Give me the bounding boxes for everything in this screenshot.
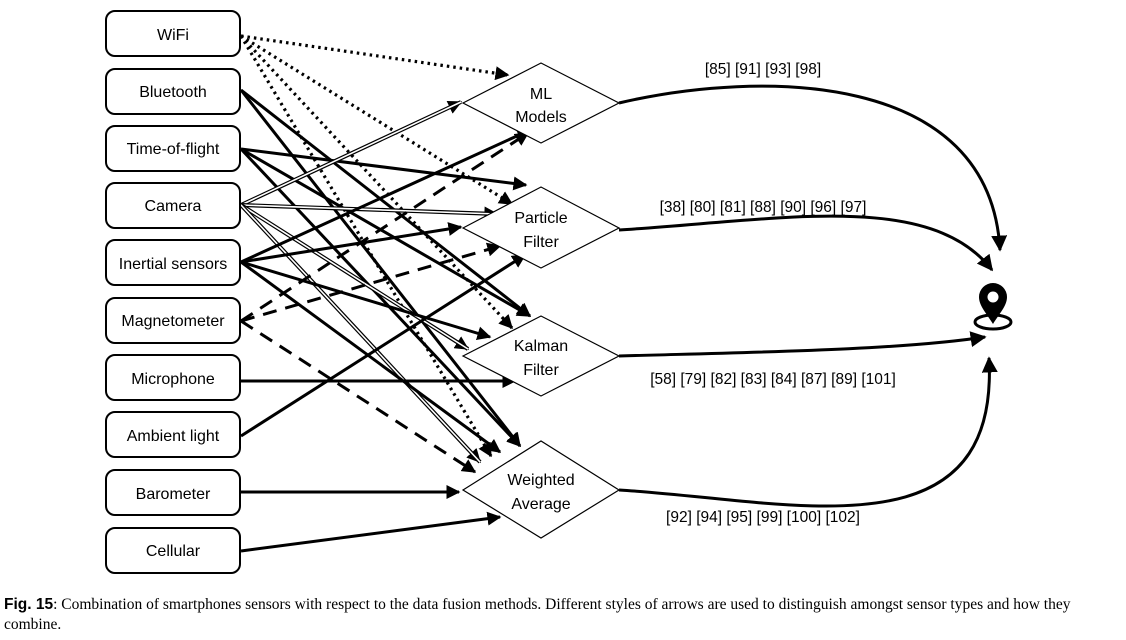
sensor-box-barometer: Barometer: [105, 469, 241, 516]
sensor-box-wifi: WiFi: [105, 10, 241, 57]
arrow-magnetometer-to-ml: [240, 131, 530, 323]
sensor-box-time-of-flight: Time-of-flight: [105, 125, 241, 172]
connection-arrows: [239, 34, 532, 553]
sensor-label: Inertial sensors: [119, 256, 228, 273]
figure-caption: Fig. 15: Combination of smartphones sens…: [4, 595, 1122, 635]
arrow-camera-to-wa-inner: [240, 204, 481, 463]
arrow-wifi-to-pf: [240, 34, 514, 206]
arrow-camera-to-ml-inner: [240, 101, 462, 206]
method-weighted-average: Weighted Average: [461, 440, 621, 539]
method-kalman-filter: Kalman Filter: [461, 315, 621, 397]
sensor-label: Barometer: [136, 486, 211, 503]
method-label-line2: Average: [511, 496, 570, 513]
method-label-line2: Filter: [523, 234, 559, 251]
arrow-inertial-to-kf: [240, 260, 492, 341]
arrow-tof-to-pf: [240, 147, 528, 191]
refs-weighted-average: [92] [94] [95] [99] [100] [102]: [666, 509, 860, 526]
location-pin-icon: [973, 283, 1013, 331]
sensor-label: Camera: [145, 198, 202, 215]
arrow-cellular-to-wa: [240, 511, 502, 553]
method-label-line1: Particle: [514, 210, 567, 227]
method-ml-models: ML Models: [461, 62, 621, 144]
sensor-box-ambient-light: Ambient light: [105, 411, 241, 458]
method-particle-filter: Particle Filter: [461, 186, 621, 269]
output-arrow-wa: [618, 356, 998, 508]
sensor-box-magnetometer: Magnetometer: [105, 297, 241, 344]
sensor-label: Ambient light: [127, 428, 220, 445]
fusion-methods: ML Models Particle Filter Kalman Filter …: [461, 62, 621, 539]
arrow-wifi-to-kf: [239, 34, 514, 330]
arrow-inertial-to-wa: [240, 260, 502, 454]
figure-label: Fig. 15: [4, 596, 54, 613]
arrow-inertial-to-pf: [240, 222, 463, 264]
output-arrow-pf: [618, 214, 994, 272]
sensor-box-inertial-sensors: Inertial sensors: [105, 239, 241, 286]
sensor-label: Bluetooth: [139, 84, 207, 101]
caption-text: : Combination of smartphones sensors wit…: [4, 596, 1071, 633]
method-label-line1: Kalman: [514, 338, 568, 355]
arrow-magnetometer-to-wa: [240, 319, 477, 474]
arrow-bluetooth-to-kf: [240, 88, 532, 318]
sensor-box-camera: Camera: [105, 182, 241, 229]
arrow-camera-to-pf-inner: [240, 204, 498, 215]
refs-ml-models: [85] [91] [93] [98]: [705, 61, 821, 78]
sensor-label: Magnetometer: [121, 313, 225, 330]
output-arrow-kf: [618, 331, 987, 358]
sensor-label: Time-of-flight: [127, 141, 220, 158]
sensor-label: WiFi: [157, 27, 189, 44]
sensor-box-bluetooth: Bluetooth: [105, 68, 241, 115]
sensor-label: Microphone: [131, 371, 215, 388]
method-label-line1: Weighted: [507, 472, 574, 489]
output-arrows: [618, 84, 1008, 508]
arrow-camera-to-kf-inner: [240, 204, 469, 350]
arrow-inertial-to-ml: [240, 128, 532, 264]
sensor-label: Cellular: [146, 543, 201, 560]
sensor-box-cellular: Cellular: [105, 527, 241, 574]
arrow-tof-to-wa: [239, 147, 522, 448]
arrow-ambient-to-pf: [240, 253, 527, 438]
method-label-line2: Filter: [523, 362, 559, 379]
output-arrow-ml: [618, 84, 1008, 252]
refs-kalman-filter: [58] [79] [82] [83] [84] [87] [89] [101]: [650, 371, 896, 388]
refs-particle-filter: [38] [80] [81] [88] [90] [96] [97]: [660, 199, 867, 216]
arrow-bluetooth-to-wa: [239, 89, 522, 448]
arrow-tof-to-kf: [240, 147, 532, 318]
reference-labels: [85] [91] [93] [98] [38] [80] [81] [88] …: [650, 61, 896, 526]
arrow-wifi-to-ml: [240, 34, 510, 81]
sensor-list: WiFi Bluetooth Time-of-flight Camera Ine…: [105, 10, 241, 574]
sensor-fusion-diagram: WiFi Bluetooth Time-of-flight Camera Ine…: [105, 10, 1013, 574]
method-label-line2: Models: [515, 109, 567, 126]
sensor-box-microphone: Microphone: [105, 354, 241, 401]
method-label-line1: ML: [530, 86, 552, 103]
